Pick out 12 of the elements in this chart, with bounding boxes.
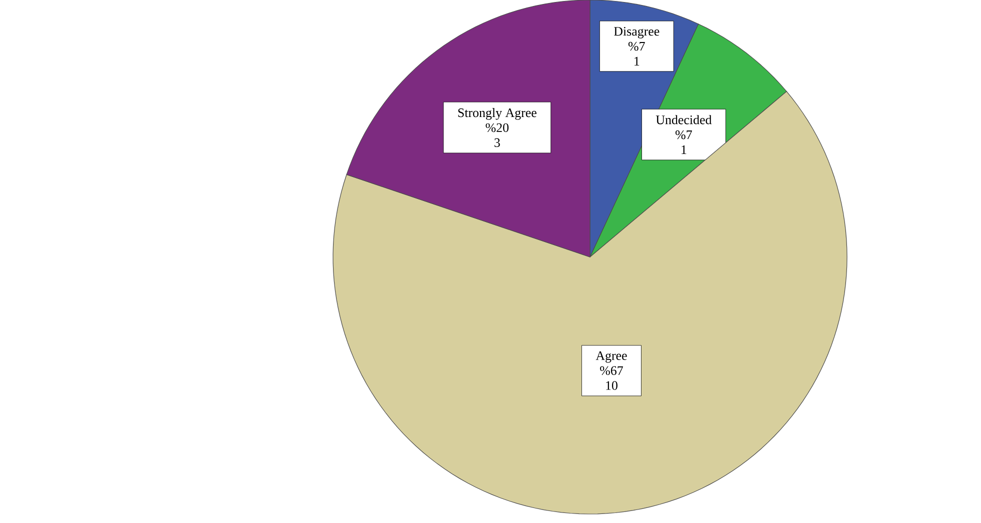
text: 10: [606, 381, 618, 390]
text: 1: [682, 145, 686, 154]
text: 3: [494, 138, 500, 148]
data-label: %67: [600, 366, 623, 376]
text: 1: [634, 56, 640, 66]
data-label: %7: [628, 42, 645, 51]
slice-label: Undecided: [656, 115, 712, 124]
data-label: %20: [486, 123, 509, 132]
slice-label: Agree: [596, 351, 627, 363]
slice-label: Disagree: [614, 26, 660, 38]
data-label: %7: [676, 130, 692, 140]
slice-label: Strongly Agree: [458, 108, 536, 120]
